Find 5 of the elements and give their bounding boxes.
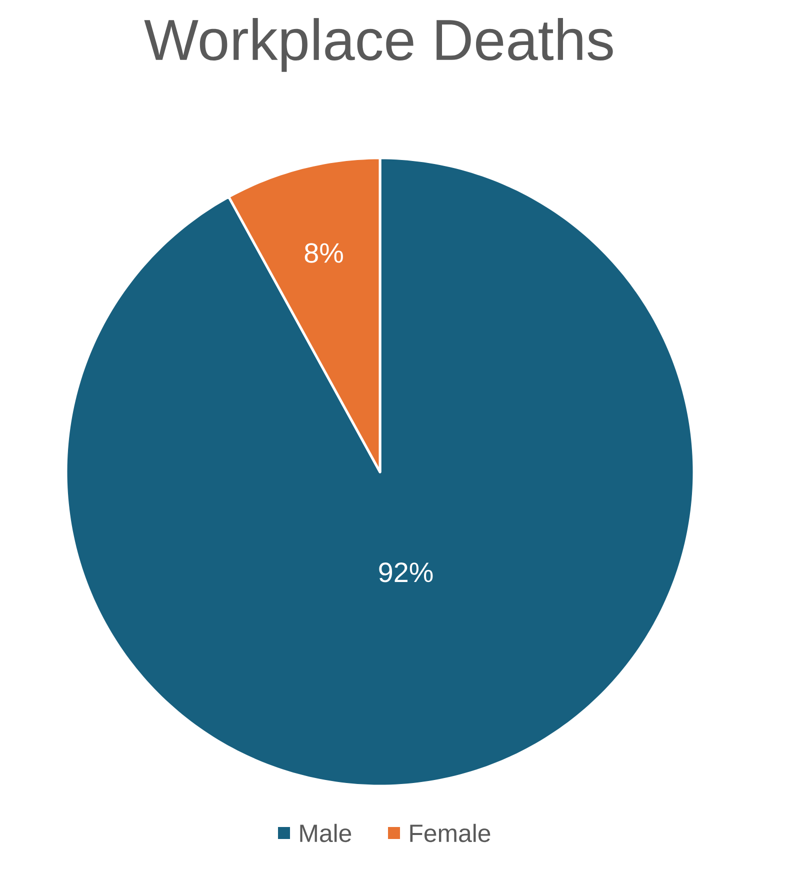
legend-label: Female — [410, 824, 490, 842]
legend-label: Male — [300, 824, 352, 842]
data-label: 92% — [379, 562, 433, 582]
chart-title: Workplace Deaths — [144, 18, 613, 72]
data-label: 8% — [304, 243, 343, 263]
